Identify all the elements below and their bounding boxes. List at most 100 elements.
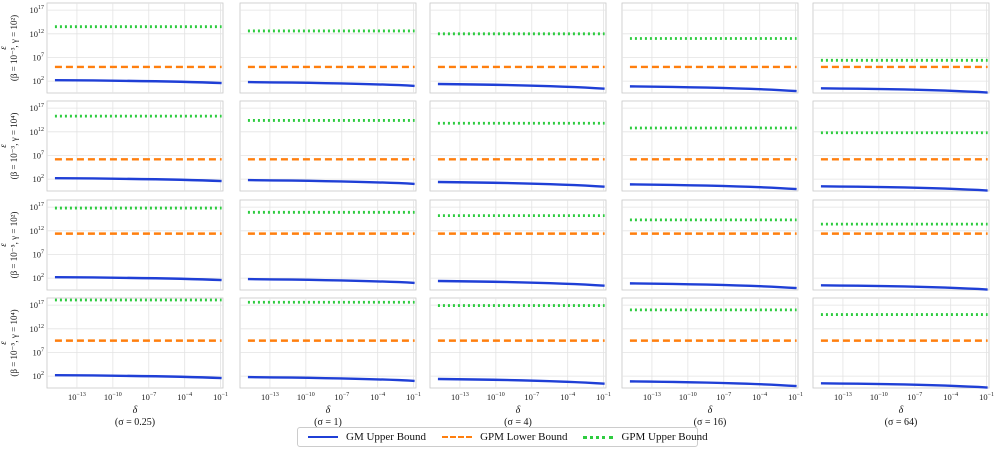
gm-upper-line-r1-c2 [247, 80, 415, 88]
x-tick-label-r4-c2-2: 10−10 [297, 392, 315, 402]
y-tick-label-r3-c1-1: 102 [33, 273, 45, 283]
panel-r1-c1 [46, 2, 224, 94]
column-label-3: (σ = 4) [504, 417, 532, 428]
y-tick-label-r1-c1-1: 102 [33, 76, 45, 86]
x-axis-label-col-4: δ [708, 405, 713, 416]
gm-upper-line-r3-c2 [247, 277, 415, 285]
gm-upper-line-r3-c3 [437, 279, 605, 287]
gm-upper-line-r3-c5 [820, 284, 988, 291]
gm-upper-line-r3-c4 [629, 282, 797, 290]
x-tick-label-r4-c3-5: 10−1 [596, 392, 611, 402]
panel-r2-c2 [239, 100, 417, 192]
legend-swatch-gpm-lower [442, 436, 473, 438]
x-tick-label-r4-c4-4: 10−4 [752, 392, 767, 402]
gm-upper-line-r2-c2 [247, 178, 415, 186]
gm-upper-line-r3-c1 [54, 276, 222, 282]
y-axis-label-row-1: ε(β = 10⁻³, γ = 10²) [0, 15, 19, 81]
x-tick-label-r4-c1-2: 10−10 [104, 392, 122, 402]
panel-r1-c2 [239, 2, 417, 94]
panel-r3-c5 [812, 199, 990, 291]
panel-r1-c5 [812, 2, 990, 94]
column-label-2: (σ = 1) [314, 417, 342, 428]
y-tick-label-r1-c1-4: 1017 [30, 5, 45, 15]
panel-r2-c4 [621, 100, 799, 192]
y-tick-label-r2-c1-4: 1017 [30, 103, 45, 113]
x-tick-label-r4-c3-3: 10−7 [524, 392, 539, 402]
gm-upper-line-r4-c3 [437, 377, 605, 385]
x-axis-label-col-2: δ [326, 405, 331, 416]
legend: GM Upper Bound GPM Lower Bound GPM Upper… [297, 427, 708, 447]
x-tick-label-r4-c1-1: 10−13 [68, 392, 86, 402]
x-tick-label-r4-c4-1: 10−13 [643, 392, 661, 402]
gm-upper-line-r2-c3 [437, 180, 605, 188]
x-tick-label-r4-c1-4: 10−4 [177, 392, 192, 402]
gm-upper-line-r4-c5 [820, 382, 988, 389]
panel-r4-c3 [429, 297, 607, 389]
x-tick-label-r4-c3-1: 10−13 [451, 392, 469, 402]
y-tick-label-r2-c1-2: 107 [33, 150, 45, 160]
legend-swatch-gm [308, 436, 338, 438]
y-axis-label-row-3: ε(β = 10⁻⁵, γ = 10²) [0, 212, 19, 279]
x-tick-label-r4-c3-4: 10−4 [560, 392, 575, 402]
legend-label-gpm-upper: GPM Upper Bound [621, 431, 708, 443]
panel-r2-c5 [812, 100, 990, 192]
gm-upper-line-r2-c1 [54, 177, 222, 183]
gm-upper-line-r4-c2 [247, 375, 415, 383]
x-tick-label-r4-c2-3: 10−7 [334, 392, 349, 402]
y-axis-label-row-2: ε(β = 10⁻³, γ = 10⁴) [0, 113, 19, 180]
x-tick-label-r4-c5-3: 10−7 [907, 392, 922, 402]
y-tick-label-r2-c1-3: 1012 [30, 127, 45, 137]
x-tick-label-r4-c5-4: 10−4 [943, 392, 958, 402]
x-axis-label-col-3: δ [516, 405, 521, 416]
panel-r4-c1 [46, 297, 224, 389]
y-tick-label-r1-c1-3: 1012 [30, 29, 45, 39]
gm-upper-line-r1-c4 [629, 85, 797, 93]
y-tick-label-r4-c1-3: 1012 [30, 324, 45, 334]
legend-item-gpm-lower: GPM Lower Bound [442, 431, 567, 443]
panel-r1-c4 [621, 2, 799, 94]
y-tick-label-r1-c1-2: 107 [33, 52, 45, 62]
x-tick-label-r4-c2-5: 10−1 [406, 392, 421, 402]
column-label-5: (σ = 64) [885, 417, 918, 428]
y-axis-label-row-4: ε(β = 10⁻⁵, γ = 10⁴) [0, 309, 19, 376]
gm-upper-line-r1-c3 [437, 82, 605, 90]
y-tick-label-r2-c1-1: 102 [33, 174, 45, 184]
gm-upper-line-r1-c5 [820, 87, 988, 94]
x-tick-label-r4-c5-2: 10−10 [870, 392, 888, 402]
legend-item-gpm-upper: GPM Upper Bound [583, 431, 708, 443]
panel-r4-c2 [239, 297, 417, 389]
x-tick-label-r4-c2-4: 10−4 [370, 392, 385, 402]
panel-r3-c1 [46, 199, 224, 291]
gm-upper-line-r1-c1 [54, 79, 222, 85]
x-tick-label-r4-c5-1: 10−13 [834, 392, 852, 402]
y-tick-label-r4-c1-2: 107 [33, 347, 45, 357]
legend-label-gm: GM Upper Bound [346, 431, 427, 443]
x-tick-label-r4-c4-3: 10−7 [716, 392, 731, 402]
panel-r3-c2 [239, 199, 417, 291]
x-axis-label-col-5: δ [899, 405, 904, 416]
x-tick-label-r4-c1-5: 10−1 [213, 392, 228, 402]
x-tick-label-r4-c2-1: 10−13 [261, 392, 279, 402]
legend-item-gm: GM Upper Bound [308, 431, 426, 443]
panel-r3-c3 [429, 199, 607, 291]
y-tick-label-r4-c1-4: 1017 [30, 300, 45, 310]
column-label-4: (σ = 16) [694, 417, 727, 428]
x-axis-label-col-1: δ [133, 405, 138, 416]
gm-upper-line-r2-c5 [820, 185, 988, 192]
panel-r4-c5 [812, 297, 990, 389]
panel-r3-c4 [621, 199, 799, 291]
y-tick-label-r3-c1-3: 1012 [30, 226, 45, 236]
x-tick-label-r4-c3-2: 10−10 [487, 392, 505, 402]
column-label-1: (σ = 0.25) [115, 417, 155, 428]
y-tick-label-r4-c1-1: 102 [33, 371, 45, 381]
gm-upper-line-r4-c1 [54, 374, 222, 380]
gm-upper-line-r2-c4 [629, 183, 797, 191]
x-tick-label-r4-c4-2: 10−10 [679, 392, 697, 402]
panel-r1-c3 [429, 2, 607, 94]
gm-upper-line-r4-c4 [629, 380, 797, 388]
x-tick-label-r4-c1-3: 10−7 [141, 392, 156, 402]
x-tick-label-r4-c4-5: 10−1 [788, 392, 803, 402]
panel-r4-c4 [621, 297, 799, 389]
legend-swatch-gpm-upper [583, 435, 614, 439]
